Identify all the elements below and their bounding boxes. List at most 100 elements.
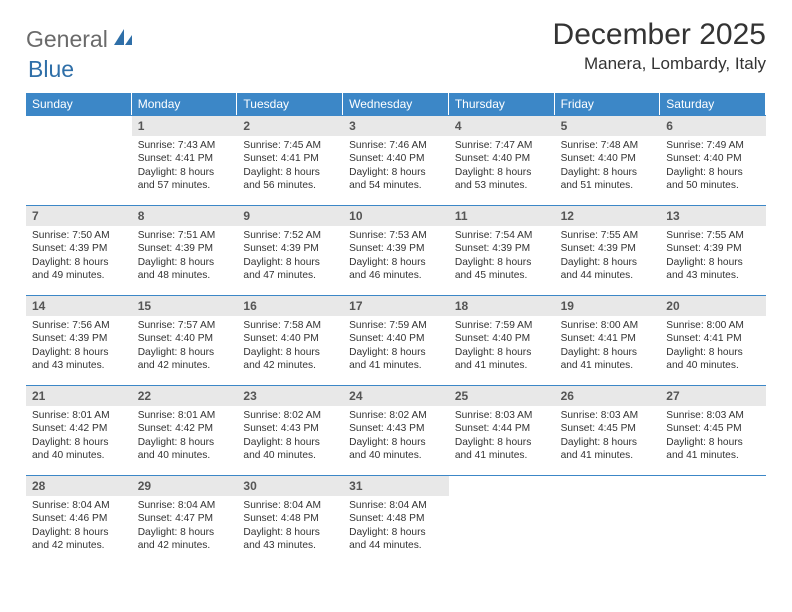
day-body: Sunrise: 7:50 AMSunset: 4:39 PMDaylight:…: [26, 226, 132, 289]
dow-header: Sunday: [26, 93, 132, 115]
calendar-cell: 6Sunrise: 7:49 AMSunset: 4:40 PMDaylight…: [660, 115, 766, 205]
day-number: 19: [555, 296, 661, 316]
day-body: Sunrise: 8:00 AMSunset: 4:41 PMDaylight:…: [660, 316, 766, 379]
day-number: 24: [343, 386, 449, 406]
day-number: 28: [26, 476, 132, 496]
dow-header: Tuesday: [237, 93, 343, 115]
calendar-cell: 17Sunrise: 7:59 AMSunset: 4:40 PMDayligh…: [343, 295, 449, 385]
day-body: Sunrise: 8:03 AMSunset: 4:45 PMDaylight:…: [555, 406, 661, 469]
calendar-cell: 27Sunrise: 8:03 AMSunset: 4:45 PMDayligh…: [660, 385, 766, 475]
calendar-cell: 20Sunrise: 8:00 AMSunset: 4:41 PMDayligh…: [660, 295, 766, 385]
day-number: 3: [343, 116, 449, 136]
calendar-cell: 26Sunrise: 8:03 AMSunset: 4:45 PMDayligh…: [555, 385, 661, 475]
day-body: [449, 496, 555, 505]
day-body: Sunrise: 7:57 AMSunset: 4:40 PMDaylight:…: [132, 316, 238, 379]
day-number: 9: [237, 206, 343, 226]
day-number: 16: [237, 296, 343, 316]
day-body: Sunrise: 8:01 AMSunset: 4:42 PMDaylight:…: [26, 406, 132, 469]
calendar-cell: 18Sunrise: 7:59 AMSunset: 4:40 PMDayligh…: [449, 295, 555, 385]
day-body: Sunrise: 8:03 AMSunset: 4:44 PMDaylight:…: [449, 406, 555, 469]
day-number: 7: [26, 206, 132, 226]
calendar-cell: 24Sunrise: 8:02 AMSunset: 4:43 PMDayligh…: [343, 385, 449, 475]
day-number: 12: [555, 206, 661, 226]
day-number: 30: [237, 476, 343, 496]
day-number: 15: [132, 296, 238, 316]
calendar-cell: 19Sunrise: 8:00 AMSunset: 4:41 PMDayligh…: [555, 295, 661, 385]
calendar-cell: 22Sunrise: 8:01 AMSunset: 4:42 PMDayligh…: [132, 385, 238, 475]
day-number: 6: [660, 116, 766, 136]
day-body: [660, 496, 766, 505]
day-body: [26, 136, 132, 145]
day-number: 20: [660, 296, 766, 316]
calendar-cell: 12Sunrise: 7:55 AMSunset: 4:39 PMDayligh…: [555, 205, 661, 295]
logo-text-general: General: [26, 26, 108, 53]
calendar-cell: [555, 475, 661, 565]
calendar-cell: 14Sunrise: 7:56 AMSunset: 4:39 PMDayligh…: [26, 295, 132, 385]
day-body: Sunrise: 7:59 AMSunset: 4:40 PMDaylight:…: [343, 316, 449, 379]
day-body: Sunrise: 7:55 AMSunset: 4:39 PMDaylight:…: [555, 226, 661, 289]
day-body: Sunrise: 7:43 AMSunset: 4:41 PMDaylight:…: [132, 136, 238, 199]
day-body: Sunrise: 7:45 AMSunset: 4:41 PMDaylight:…: [237, 136, 343, 199]
calendar-cell: 3Sunrise: 7:46 AMSunset: 4:40 PMDaylight…: [343, 115, 449, 205]
day-number: 29: [132, 476, 238, 496]
day-body: Sunrise: 7:48 AMSunset: 4:40 PMDaylight:…: [555, 136, 661, 199]
calendar-cell: 5Sunrise: 7:48 AMSunset: 4:40 PMDaylight…: [555, 115, 661, 205]
day-body: Sunrise: 8:02 AMSunset: 4:43 PMDaylight:…: [237, 406, 343, 469]
logo: General: [26, 18, 136, 53]
day-number: 14: [26, 296, 132, 316]
calendar-cell: 13Sunrise: 7:55 AMSunset: 4:39 PMDayligh…: [660, 205, 766, 295]
day-number: 18: [449, 296, 555, 316]
dow-header: Saturday: [660, 93, 766, 115]
calendar-grid: SundayMondayTuesdayWednesdayThursdayFrid…: [26, 93, 766, 565]
calendar-cell: [26, 115, 132, 205]
calendar-cell: 8Sunrise: 7:51 AMSunset: 4:39 PMDaylight…: [132, 205, 238, 295]
day-number: 1: [132, 116, 238, 136]
day-number: 26: [555, 386, 661, 406]
calendar-cell: 2Sunrise: 7:45 AMSunset: 4:41 PMDaylight…: [237, 115, 343, 205]
location: Manera, Lombardy, Italy: [553, 54, 766, 74]
calendar-cell: 31Sunrise: 8:04 AMSunset: 4:48 PMDayligh…: [343, 475, 449, 565]
dow-header: Monday: [132, 93, 238, 115]
calendar-cell: 21Sunrise: 8:01 AMSunset: 4:42 PMDayligh…: [26, 385, 132, 475]
day-number: 23: [237, 386, 343, 406]
day-body: Sunrise: 7:52 AMSunset: 4:39 PMDaylight:…: [237, 226, 343, 289]
calendar-cell: 9Sunrise: 7:52 AMSunset: 4:39 PMDaylight…: [237, 205, 343, 295]
day-number: 21: [26, 386, 132, 406]
day-body: Sunrise: 8:03 AMSunset: 4:45 PMDaylight:…: [660, 406, 766, 469]
dow-header: Thursday: [449, 93, 555, 115]
day-body: Sunrise: 7:59 AMSunset: 4:40 PMDaylight:…: [449, 316, 555, 379]
day-number: 17: [343, 296, 449, 316]
day-body: Sunrise: 7:49 AMSunset: 4:40 PMDaylight:…: [660, 136, 766, 199]
logo-sail-icon: [112, 27, 134, 52]
calendar-cell: 4Sunrise: 7:47 AMSunset: 4:40 PMDaylight…: [449, 115, 555, 205]
calendar-cell: 15Sunrise: 7:57 AMSunset: 4:40 PMDayligh…: [132, 295, 238, 385]
day-number: 13: [660, 206, 766, 226]
day-body: Sunrise: 7:58 AMSunset: 4:40 PMDaylight:…: [237, 316, 343, 379]
day-number: 11: [449, 206, 555, 226]
day-body: Sunrise: 8:04 AMSunset: 4:46 PMDaylight:…: [26, 496, 132, 559]
calendar-cell: 10Sunrise: 7:53 AMSunset: 4:39 PMDayligh…: [343, 205, 449, 295]
calendar-cell: 7Sunrise: 7:50 AMSunset: 4:39 PMDaylight…: [26, 205, 132, 295]
day-body: Sunrise: 8:04 AMSunset: 4:48 PMDaylight:…: [237, 496, 343, 559]
calendar-cell: 11Sunrise: 7:54 AMSunset: 4:39 PMDayligh…: [449, 205, 555, 295]
calendar-cell: 1Sunrise: 7:43 AMSunset: 4:41 PMDaylight…: [132, 115, 238, 205]
calendar-cell: 16Sunrise: 7:58 AMSunset: 4:40 PMDayligh…: [237, 295, 343, 385]
dow-header: Friday: [555, 93, 661, 115]
calendar-cell: 25Sunrise: 8:03 AMSunset: 4:44 PMDayligh…: [449, 385, 555, 475]
day-body: Sunrise: 7:55 AMSunset: 4:39 PMDaylight:…: [660, 226, 766, 289]
calendar-cell: 30Sunrise: 8:04 AMSunset: 4:48 PMDayligh…: [237, 475, 343, 565]
day-body: Sunrise: 7:56 AMSunset: 4:39 PMDaylight:…: [26, 316, 132, 379]
month-title: December 2025: [553, 18, 766, 52]
day-number: 8: [132, 206, 238, 226]
day-number: 4: [449, 116, 555, 136]
calendar-cell: [660, 475, 766, 565]
calendar-cell: 28Sunrise: 8:04 AMSunset: 4:46 PMDayligh…: [26, 475, 132, 565]
day-number: 10: [343, 206, 449, 226]
day-body: Sunrise: 8:02 AMSunset: 4:43 PMDaylight:…: [343, 406, 449, 469]
day-number: 5: [555, 116, 661, 136]
day-body: Sunrise: 7:54 AMSunset: 4:39 PMDaylight:…: [449, 226, 555, 289]
day-number: 27: [660, 386, 766, 406]
calendar-cell: [449, 475, 555, 565]
day-number: 22: [132, 386, 238, 406]
day-number: 25: [449, 386, 555, 406]
